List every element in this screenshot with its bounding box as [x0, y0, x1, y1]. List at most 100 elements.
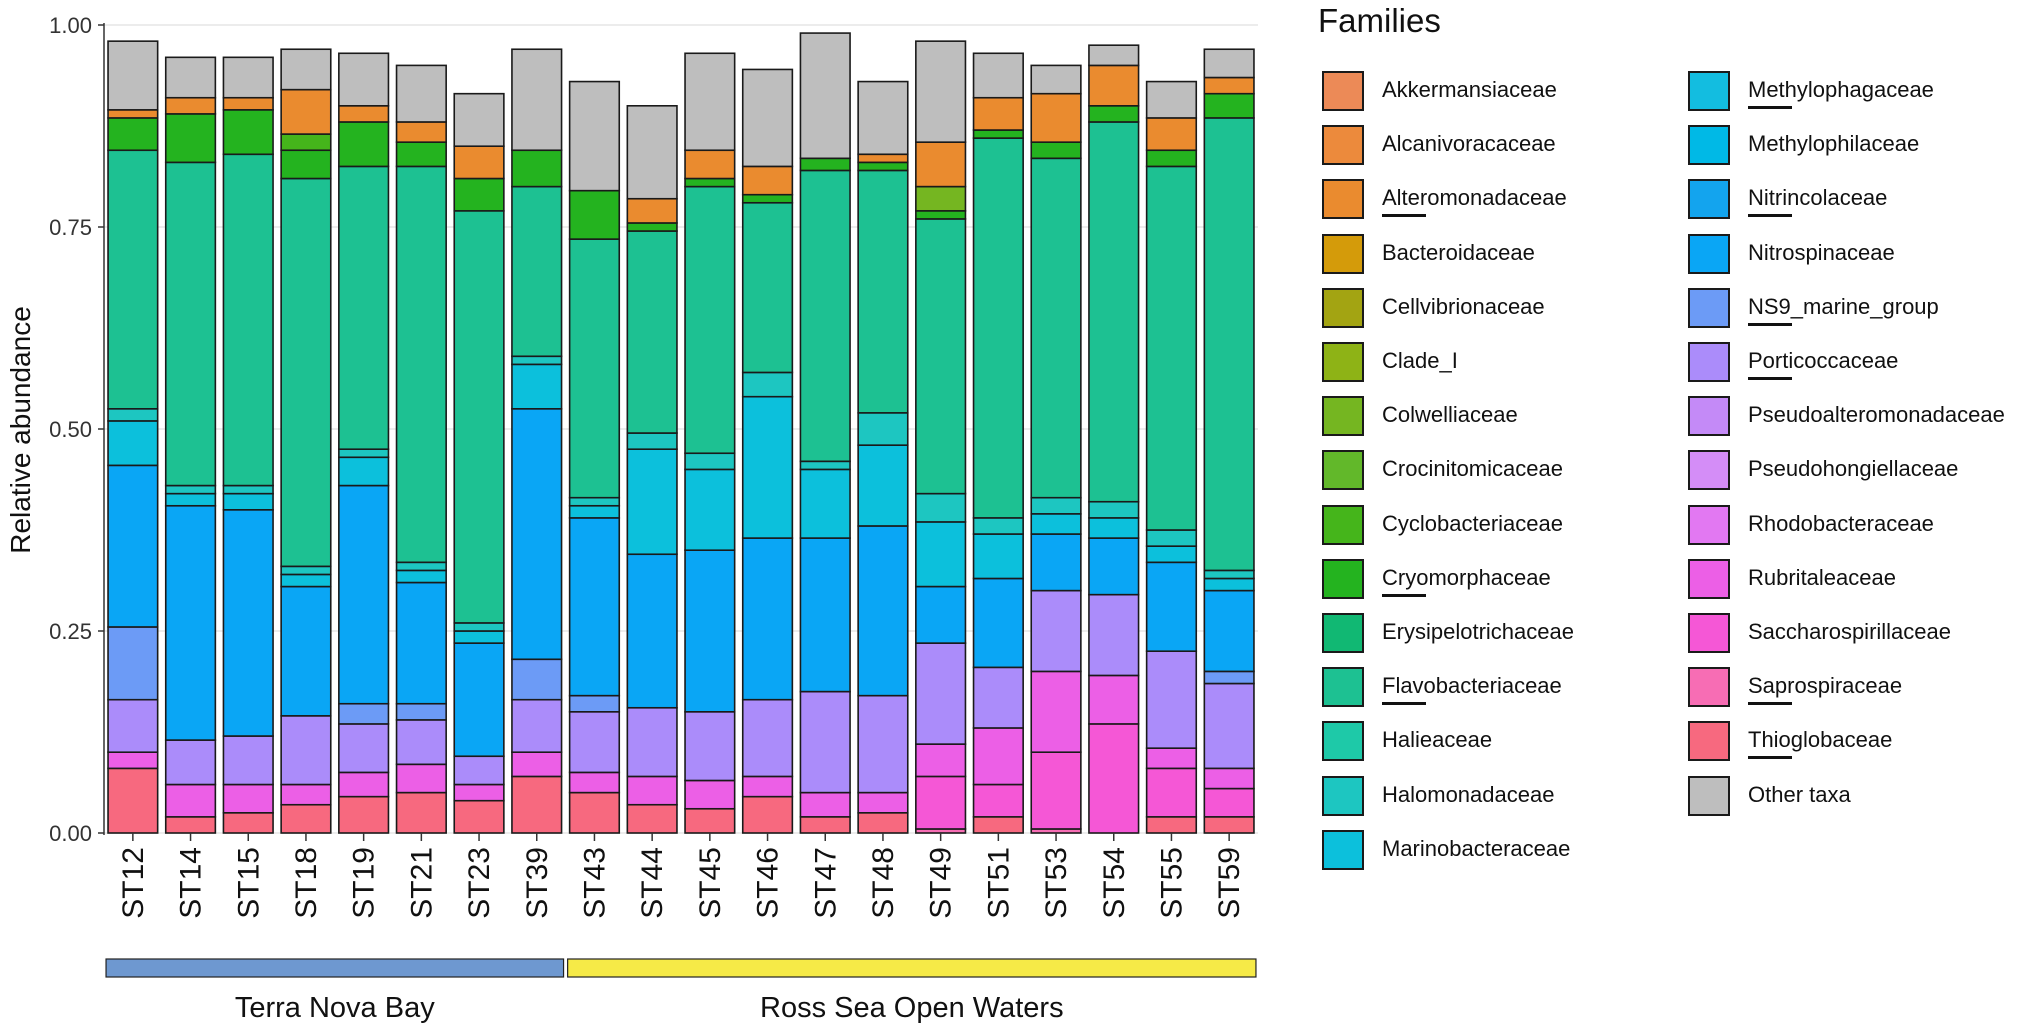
bar-segment-porticoccaceae: [741, 698, 794, 778]
bar-segment-marinobacteraceae: [1088, 517, 1140, 539]
legend-swatch: [1688, 721, 1730, 762]
legend-swatch: [1688, 558, 1730, 599]
x-tick-label: ST21: [405, 847, 438, 919]
bar-segment-rubritaleaceae: [511, 751, 563, 778]
x-tick-label: ST59: [1213, 847, 1246, 919]
x-tick-label: ST43: [578, 847, 611, 919]
bar-segment-cryomorphaceae: [280, 149, 332, 180]
bar-segment-cryomorphaceae: [915, 210, 967, 220]
bar-segment-halomonadaceae: [1088, 500, 1140, 519]
bar-segment-ns9-marine-group: [107, 626, 159, 701]
bar-segment-porticoccaceae: [1088, 593, 1140, 677]
bar-segment-cryomorphaceae: [626, 222, 678, 232]
bar-segment-marinobacteraceae: [280, 573, 332, 588]
group-band: [105, 958, 565, 978]
bar-segment-porticoccaceae: [568, 710, 621, 774]
bar-segment-alteromonadaceae: [1145, 117, 1198, 152]
bar-segment-alteromonadaceae: [915, 141, 967, 188]
bar-segment-other-taxa: [511, 48, 563, 152]
bar-segment-halomonadaceae: [395, 561, 447, 572]
y-tick-label: 0.00: [49, 821, 92, 846]
bar-segment-alteromonadaceae: [1088, 64, 1140, 107]
bar-segment-nitrospinaceae: [280, 585, 332, 717]
bar-stack-ST15: [222, 56, 274, 834]
bar-segment-nitrospinaceae: [857, 525, 909, 697]
bar-segment-halomonadaceae: [1145, 529, 1198, 547]
legend-label: Cyclobacteriaceae: [1382, 510, 1563, 536]
bar-segment-ns9-marine-group: [511, 658, 563, 701]
bar-segment-nitrospinaceae: [741, 537, 794, 701]
bar-segment-nitrospinaceae: [222, 508, 274, 737]
bar-segment-thioglobaceae: [511, 775, 563, 834]
bar-segment-thioglobaceae: [222, 811, 274, 834]
legend-underline: [1382, 702, 1426, 706]
legend-swatch: [1322, 558, 1364, 599]
legend-swatch: [1688, 71, 1730, 111]
bar-segment-cryomorphaceae: [107, 117, 159, 152]
bar-segment-rubritaleaceae: [626, 775, 678, 806]
legend-underline: [1382, 593, 1426, 597]
bar-segment-saccharospirillaceae: [915, 775, 967, 830]
bar-segment-other-taxa: [1145, 80, 1198, 119]
bar-segment-nitrospinaceae: [915, 585, 967, 644]
bar-segment-other-taxa: [741, 68, 794, 168]
legend-label: Methylophilaceae: [1748, 131, 1920, 157]
bar-stack-ST47: [799, 32, 851, 834]
legend-underline: [1748, 322, 1792, 326]
bar-segment-flavobacteriaceae: [338, 165, 390, 450]
bar-segment-other-taxa: [1088, 44, 1140, 67]
bar-segment-nitrospinaceae: [684, 549, 736, 713]
legend-label: Cryomorphaceae: [1382, 564, 1551, 590]
bar-segment-porticoccaceae: [395, 719, 447, 766]
bar-segment-ns9-marine-group: [568, 694, 621, 713]
bar-segment-porticoccaceae: [453, 755, 505, 786]
y-tick-label: 1.00: [49, 13, 92, 38]
x-tick-label: ST19: [348, 847, 381, 919]
bar-segment-thioglobaceae: [164, 816, 217, 834]
x-tick-labels: ST12 ST14 ST15 ST18 ST19 ST21 ST23 ST39 ST43 ST44…: [117, 833, 1246, 919]
bar-segment-porticoccaceae: [107, 698, 159, 753]
bar-segment-saccharospirillaceae: [1088, 723, 1140, 834]
legend-underline: [1382, 214, 1426, 218]
bar-segment-alteromonadaceae: [338, 105, 390, 123]
x-tick-label: ST39: [521, 847, 554, 919]
bar-segment-porticoccaceae: [1030, 589, 1082, 673]
bar-segment-alteromonadaceae: [453, 145, 505, 180]
legend-label: Bacteroidaceae: [1382, 239, 1535, 265]
bar-segment-other-taxa: [222, 56, 274, 99]
bar-segment-halomonadaceae: [799, 460, 851, 471]
x-tick-label: ST12: [117, 847, 150, 919]
bar-segment-porticoccaceae: [338, 723, 390, 774]
bar-segment-marinobacteraceae: [453, 630, 505, 644]
legend-label: Porticoccaceae: [1748, 348, 1899, 373]
legend-swatch: [1322, 287, 1364, 328]
legend-label: Halomonadaceae: [1382, 781, 1555, 807]
bar-segment-other-taxa: [395, 64, 447, 123]
x-tick-label: ST51: [982, 847, 1015, 919]
bar-segment-cryomorphaceae: [222, 109, 274, 156]
legend-label: Alteromonadaceae: [1382, 185, 1567, 211]
bar-segment-flavobacteriaceae: [799, 169, 851, 463]
legend-label: Erysipelotrichaceae: [1382, 619, 1574, 644]
legend-underline: [1748, 106, 1792, 109]
y-tick-labels: 0.00 0.25 0.50 0.75 1.00: [49, 13, 104, 846]
bar-segment-alteromonadaceae: [1030, 92, 1082, 143]
bar-stack-ST43: [568, 80, 621, 834]
bar-segment-marinobacteraceae: [799, 468, 851, 539]
bar-segment-flavobacteriaceae: [972, 137, 1024, 519]
bar-segment-porticoccaceae: [280, 715, 332, 786]
bar-segment-other-taxa: [626, 105, 678, 200]
bar-stack-ST55: [1145, 80, 1198, 834]
bar-segment-marinobacteraceae: [568, 504, 621, 519]
legend-label: Other taxa: [1748, 781, 1851, 807]
bar-segment-marinobacteraceae: [972, 533, 1024, 580]
stacked-bar-chart: 0.000.250.500.751.00 ST12 ST14 ST15 ST18 ST1…: [5, 13, 1258, 1024]
bar-segment-flavobacteriaceae: [1030, 157, 1082, 499]
legend-swatch: [1322, 775, 1364, 816]
bar-segment-other-taxa: [338, 52, 390, 107]
bar-segment-flavobacteriaceae: [395, 165, 447, 564]
bar-segment-porticoccaceae: [1203, 682, 1255, 770]
bar-segment-nitrospinaceae: [972, 577, 1024, 669]
legend-label: Crocinitomicaceae: [1382, 456, 1563, 482]
bar-segment-flavobacteriaceae: [1088, 121, 1140, 503]
